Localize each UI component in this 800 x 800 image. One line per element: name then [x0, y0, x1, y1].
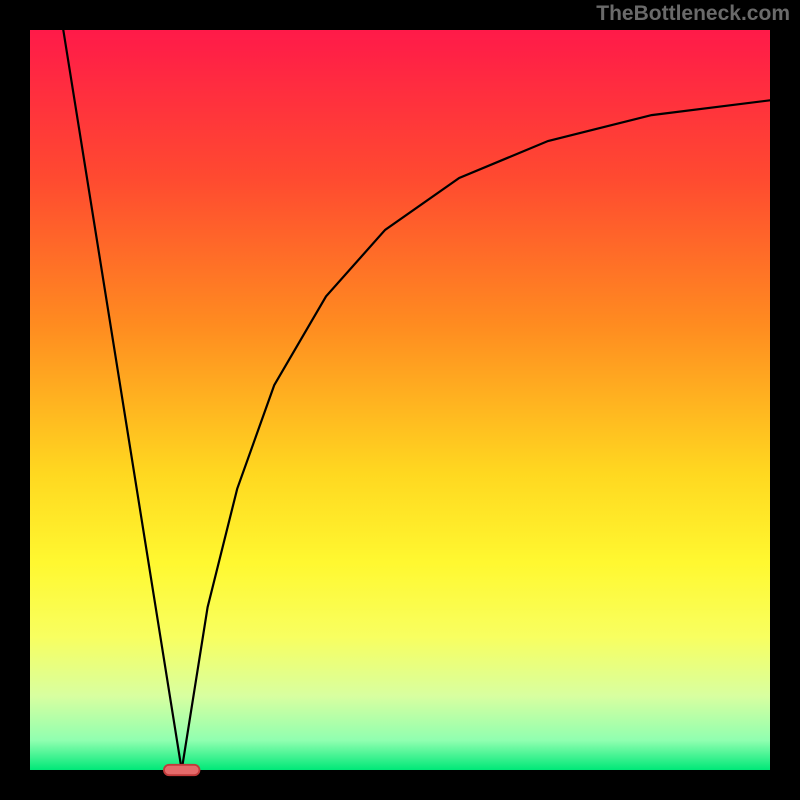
plot-background — [30, 30, 770, 770]
bottleneck-marker — [164, 765, 200, 775]
bottleneck-chart-svg — [0, 0, 800, 800]
chart-container: TheBottleneck.com — [0, 0, 800, 800]
watermark-text: TheBottleneck.com — [596, 2, 790, 26]
